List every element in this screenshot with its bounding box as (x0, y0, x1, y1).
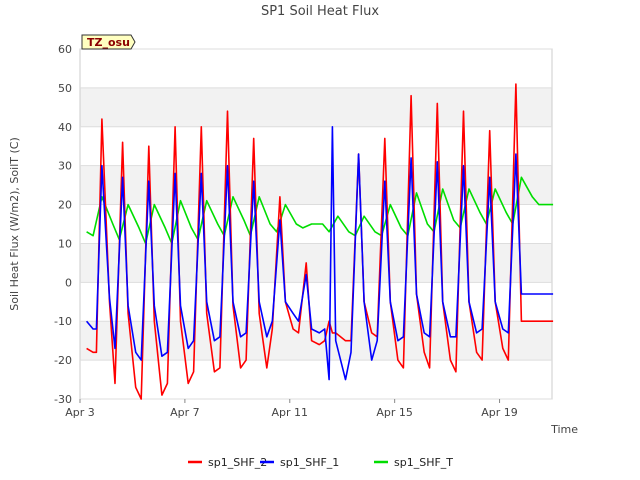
y-tick-label: 60 (58, 43, 72, 56)
x-axis-label: Time (550, 423, 578, 436)
grid-band (80, 360, 552, 399)
legend: sp1_SHF_2 sp1_SHF_1 sp1_SHF_T (188, 456, 453, 469)
y-tick-label: 30 (58, 160, 72, 173)
y-tick-label: 10 (58, 237, 72, 250)
y-tick-label: -30 (54, 393, 72, 406)
y-tick-label: -20 (54, 354, 72, 367)
grid-band (80, 87, 552, 127)
y-tick-label: 20 (58, 199, 72, 212)
legend-label: sp1_SHF_T (394, 456, 453, 469)
y-tick-label: 40 (58, 121, 72, 134)
x-tick-label: Apr 3 (65, 406, 95, 419)
y-axis: -30 -20 -10 0 10 20 30 40 50 60 (54, 43, 552, 406)
series-lines (85, 83, 554, 400)
legend-label: sp1_SHF_2 (208, 456, 267, 469)
grid-band (80, 49, 552, 88)
legend-label: sp1_SHF_1 (280, 456, 339, 469)
x-tick-label: Apr 11 (272, 406, 309, 419)
x-axis: Apr 3 Apr 7 Apr 11 Apr 15 Apr 19 (65, 399, 518, 419)
grid-band (80, 126, 552, 166)
y-axis-label: Soil Heat Flux (W/m2), SoilT (C) (8, 137, 21, 310)
grid-band (80, 282, 552, 322)
tz-badge-box (81, 34, 136, 50)
series-line-sp1_SHF_2 (86, 83, 554, 400)
series-line-sp1_SHF_T (86, 176, 554, 245)
x-tick-label: Apr 15 (376, 406, 413, 419)
grid-band (80, 243, 552, 283)
y-tick-label: -10 (54, 315, 72, 328)
chart-title: SP1 Soil Heat Flux (261, 4, 379, 19)
x-tick-label: Apr 19 (481, 406, 518, 419)
y-tick-label: 0 (65, 276, 72, 289)
tz-badge: TZ_osu (81, 34, 136, 50)
grid-band (80, 321, 552, 361)
series-line-sp1_SHF_1 (85, 126, 554, 381)
y-tick-label: 50 (58, 82, 72, 95)
x-tick-label: Apr 7 (170, 406, 200, 419)
tz-badge-label: TZ_osu (87, 36, 130, 49)
